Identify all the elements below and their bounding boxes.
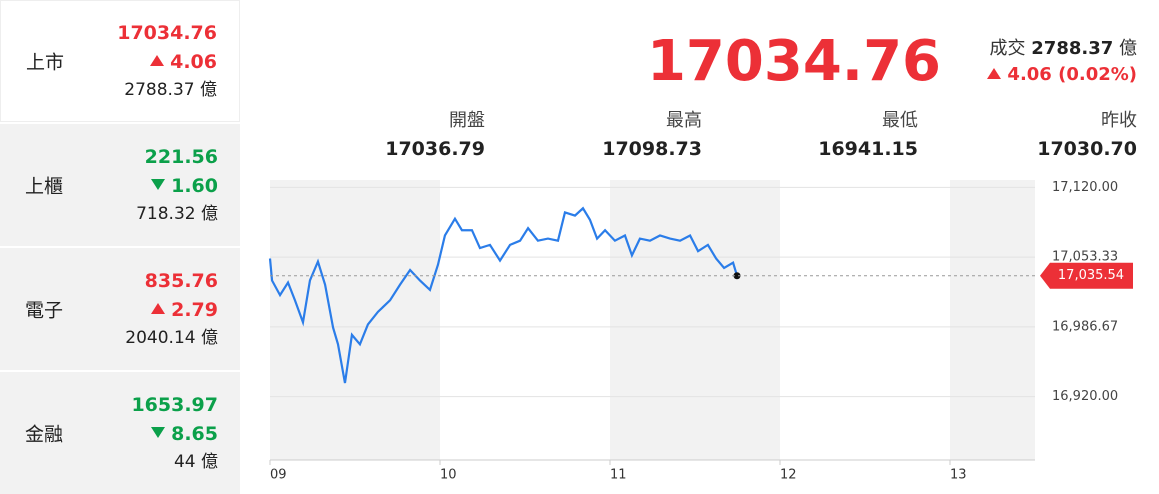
stat: 昨收 17030.70 [1037, 108, 1137, 164]
market-values: 221.56 1.60 718.32 億 [136, 143, 218, 227]
index-change: 4.06 (0.02%) [987, 64, 1137, 85]
band [270, 180, 440, 460]
change-arrow [987, 67, 1002, 79]
change-arrow [151, 427, 166, 438]
band [610, 180, 780, 460]
market-change: 1.60 [136, 172, 218, 201]
change-value: 2.79 [171, 299, 218, 321]
change-arrow [150, 55, 165, 66]
market-price: 17034.76 [117, 22, 217, 44]
market-volume: 2788.37 億 [124, 80, 217, 100]
market-volume: 718.32 億 [136, 204, 218, 224]
turnover-value: 2788.37 [1031, 38, 1114, 59]
stat-value: 16941.15 [818, 138, 918, 160]
y-tick-label: 16,920.00 [1052, 389, 1118, 404]
market-price: 835.76 [144, 270, 218, 292]
y-tick-label: 17,053.33 [1052, 250, 1118, 265]
market-price: 1653.97 [131, 394, 218, 416]
stat-label: 昨收 [1101, 110, 1137, 131]
last-point [733, 272, 741, 280]
market-change: 8.65 [131, 420, 218, 449]
price-line [268, 206, 739, 384]
market-volume: 2040.14 億 [125, 328, 218, 348]
stat-value: 17098.73 [602, 138, 702, 160]
x-tick-label: 11 [610, 468, 627, 483]
market-volume: 44 億 [173, 452, 218, 472]
market-name: 電子 [25, 299, 64, 322]
market-change: 2.79 [125, 296, 218, 325]
market-values: 17034.76 4.06 2788.37 億 [117, 19, 217, 103]
market-name: 上櫃 [25, 175, 64, 198]
market-name: 上市 [26, 51, 65, 74]
y-tick-label: 16,986.67 [1052, 319, 1118, 334]
market-item[interactable]: 金融 1653.97 8.65 44 億 [0, 372, 240, 494]
market-item[interactable]: 電子 835.76 2.79 2040.14 億 [0, 248, 240, 372]
change-arrow [151, 303, 166, 314]
change-text: 4.06 (0.02%) [1007, 64, 1137, 85]
turnover: 成交 2788.37 億 [990, 34, 1137, 60]
x-tick-label: 13 [950, 468, 967, 483]
stat: 開盤 17036.79 [385, 108, 485, 164]
index-price: 17034.76 [646, 29, 941, 94]
stat-label: 最低 [882, 110, 918, 131]
market-item[interactable]: 上櫃 221.56 1.60 718.32 億 [0, 124, 240, 248]
y-tick-label: 17,120.00 [1052, 180, 1118, 195]
stat-label: 開盤 [449, 110, 485, 131]
change-value: 4.06 [170, 51, 217, 73]
stat-value: 17036.79 [385, 138, 485, 160]
change-value: 8.65 [171, 423, 218, 445]
market-price: 221.56 [144, 146, 218, 168]
x-tick-label: 09 [270, 468, 287, 483]
change-arrow [151, 179, 166, 190]
stat: 最高 17098.73 [602, 108, 702, 164]
turnover-label: 成交 [989, 38, 1026, 59]
turnover-unit: 億 [1119, 38, 1137, 59]
last-price-label: 17,035.54 [1058, 268, 1124, 283]
market-item[interactable]: 上市 17034.76 4.06 2788.37 億 [0, 0, 240, 122]
x-tick-label: 10 [440, 468, 457, 483]
stat-value: 17030.70 [1037, 138, 1137, 160]
market-values: 1653.97 8.65 44 億 [131, 391, 218, 475]
band [950, 180, 1035, 460]
x-tick-label: 12 [780, 468, 797, 483]
last-price-badge [1040, 262, 1133, 289]
stat: 最低 16941.15 [818, 108, 918, 164]
market-change: 4.06 [117, 48, 217, 77]
change-value: 1.60 [171, 175, 218, 197]
stat-label: 最高 [666, 110, 702, 131]
market-values: 835.76 2.79 2040.14 億 [125, 267, 218, 351]
market-name: 金融 [25, 423, 64, 446]
